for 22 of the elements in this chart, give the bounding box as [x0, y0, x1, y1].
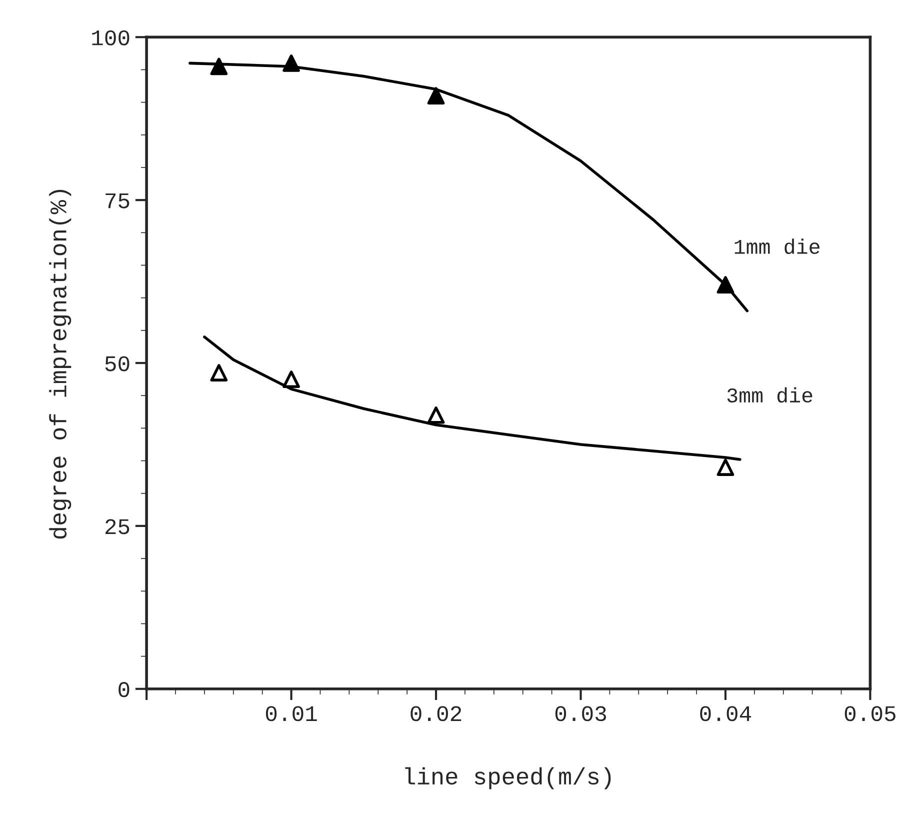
x-tick-label: 0.02	[410, 706, 462, 722]
point	[427, 406, 445, 424]
y-tick-label: 25	[105, 519, 130, 534]
x-tick-label: 0.04	[700, 706, 752, 722]
point	[716, 458, 734, 476]
point	[210, 58, 228, 76]
x-tick-label: 0.03	[555, 706, 606, 722]
point	[716, 276, 734, 294]
y-tick-label: 100	[92, 30, 130, 46]
point	[210, 364, 228, 382]
y-tick-label: 0	[118, 682, 130, 698]
point	[427, 87, 445, 104]
series-label: 1mm die	[734, 238, 820, 254]
point	[282, 54, 300, 72]
x-axis-title: line speed(m/s)	[405, 767, 611, 790]
text: 3mm die	[727, 387, 812, 403]
y-tick-label: 50	[105, 356, 130, 372]
y-tick-label: 75	[106, 193, 130, 208]
y-axis-title: degree of impregnation(%)	[49, 190, 72, 539]
point	[282, 370, 300, 388]
x-tick-label: 0.05	[844, 706, 896, 722]
x-tick-label: 0.01	[266, 706, 317, 722]
